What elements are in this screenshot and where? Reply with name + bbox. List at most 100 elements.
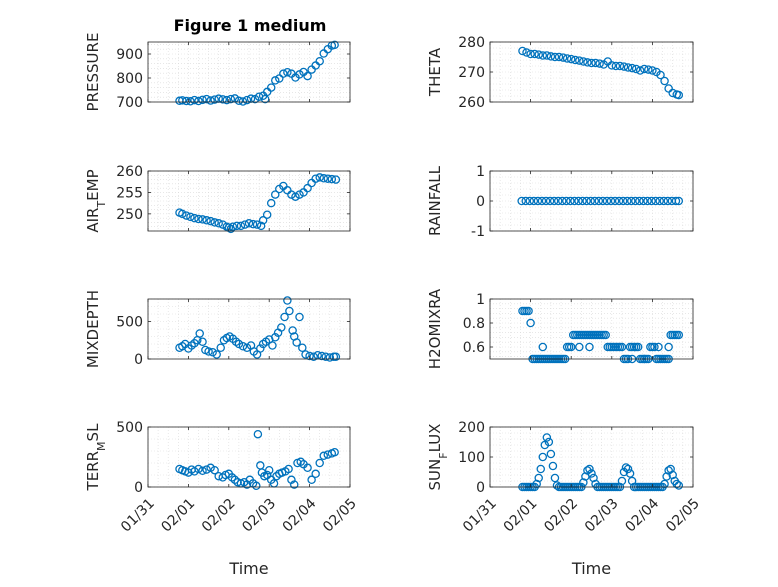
data-point: [566, 342, 576, 352]
data-point: [571, 55, 580, 65]
data-point: [186, 212, 195, 222]
subplot-2: 260 270 280 THETA: [426, 35, 694, 111]
subplot-8: 0 100 200 01/31 02/01 02/02 02/03 02/04 02/05 SUN…: [426, 420, 703, 578]
data-point: [558, 196, 567, 206]
data-point: [521, 196, 530, 206]
series-points: [175, 296, 341, 362]
data-point: [635, 196, 644, 206]
data-point: [536, 464, 546, 474]
data-point: [325, 353, 335, 362]
data-point: [654, 342, 663, 352]
data-point: [674, 481, 684, 490]
data-point: [190, 95, 199, 105]
data-point: [252, 220, 262, 229]
data-point: [524, 306, 533, 316]
data-point: [530, 49, 539, 59]
x-tick-label: 02/04: [622, 496, 662, 536]
data-point: [529, 196, 539, 206]
y-tick-label: 255: [116, 185, 143, 201]
series-points: [175, 429, 339, 491]
data-point: [614, 196, 624, 206]
data-point: [198, 337, 207, 346]
y-axis-label: THETA: [426, 47, 444, 97]
data-point: [542, 433, 552, 442]
data-point: [663, 196, 673, 206]
x-tick-label: 02/02: [541, 496, 581, 536]
data-point: [562, 54, 572, 63]
data-point: [285, 306, 294, 316]
data-point: [256, 344, 265, 353]
data-point: [656, 70, 665, 80]
data-point: [583, 58, 592, 67]
x-tick-label: 02/03: [582, 496, 622, 536]
series-points: [518, 46, 684, 100]
data-point: [321, 352, 331, 361]
data-point: [298, 343, 307, 352]
data-point: [553, 196, 563, 206]
data-point: [244, 219, 254, 228]
data-point: [522, 48, 531, 57]
y-tick-label: 500: [116, 420, 143, 436]
data-point: [210, 95, 219, 104]
data-point: [552, 481, 562, 490]
data-point: [212, 350, 221, 359]
data-point: [315, 56, 324, 66]
data-point: [214, 219, 223, 228]
data-point: [582, 196, 591, 206]
data-point: [550, 52, 560, 62]
data-point: [289, 480, 299, 489]
data-point: [323, 174, 333, 183]
data-point: [562, 196, 571, 206]
data-point: [194, 96, 203, 106]
data-point: [611, 61, 621, 71]
data-point: [258, 216, 268, 225]
data-point: [204, 347, 213, 356]
y-tick-label: 900: [116, 47, 143, 63]
data-point: [198, 95, 207, 105]
data-point: [330, 447, 339, 457]
y-axis-label: TERRMSL: [84, 423, 108, 492]
data-point: [264, 465, 274, 475]
data-point: [526, 318, 535, 328]
data-point: [178, 209, 187, 219]
data-point: [194, 464, 203, 474]
data-point: [625, 469, 635, 478]
x-tick-label: 01/31: [460, 496, 500, 536]
data-point: [279, 69, 288, 78]
data-point: [537, 196, 547, 206]
subplot-1: 700 800 900 PRESSURE: [84, 33, 351, 111]
data-point: [253, 429, 263, 439]
data-point: [615, 61, 625, 71]
data-point: [598, 196, 608, 206]
data-point: [640, 64, 649, 74]
data-point: [271, 76, 280, 85]
data-point: [525, 196, 535, 206]
y-tick-label: 260: [458, 95, 485, 111]
data-point: [256, 221, 266, 231]
data-point: [545, 196, 555, 206]
y-tick-label: 0: [476, 194, 485, 210]
data-point: [284, 464, 293, 474]
data-point: [617, 342, 627, 352]
data-point: [242, 95, 252, 105]
y-tick-label: 0: [134, 480, 143, 496]
data-point: [280, 312, 289, 322]
x-tick-label: 02/01: [158, 496, 198, 536]
data-point: [651, 196, 660, 206]
data-point: [301, 350, 310, 359]
data-point: [307, 475, 316, 485]
data-point: [650, 342, 659, 352]
data-point: [617, 476, 627, 486]
data-point: [607, 61, 617, 70]
data-point: [587, 469, 596, 478]
subplot-4: -1 0 1 RAINFALL: [426, 164, 694, 240]
data-point: [601, 330, 610, 340]
y-axis-label: RAINFALL: [426, 165, 444, 236]
data-point: [674, 196, 684, 206]
data-point: [303, 183, 312, 193]
data-point: [182, 211, 191, 220]
data-point: [538, 452, 548, 462]
data-point: [534, 50, 543, 59]
data-point: [295, 190, 304, 199]
